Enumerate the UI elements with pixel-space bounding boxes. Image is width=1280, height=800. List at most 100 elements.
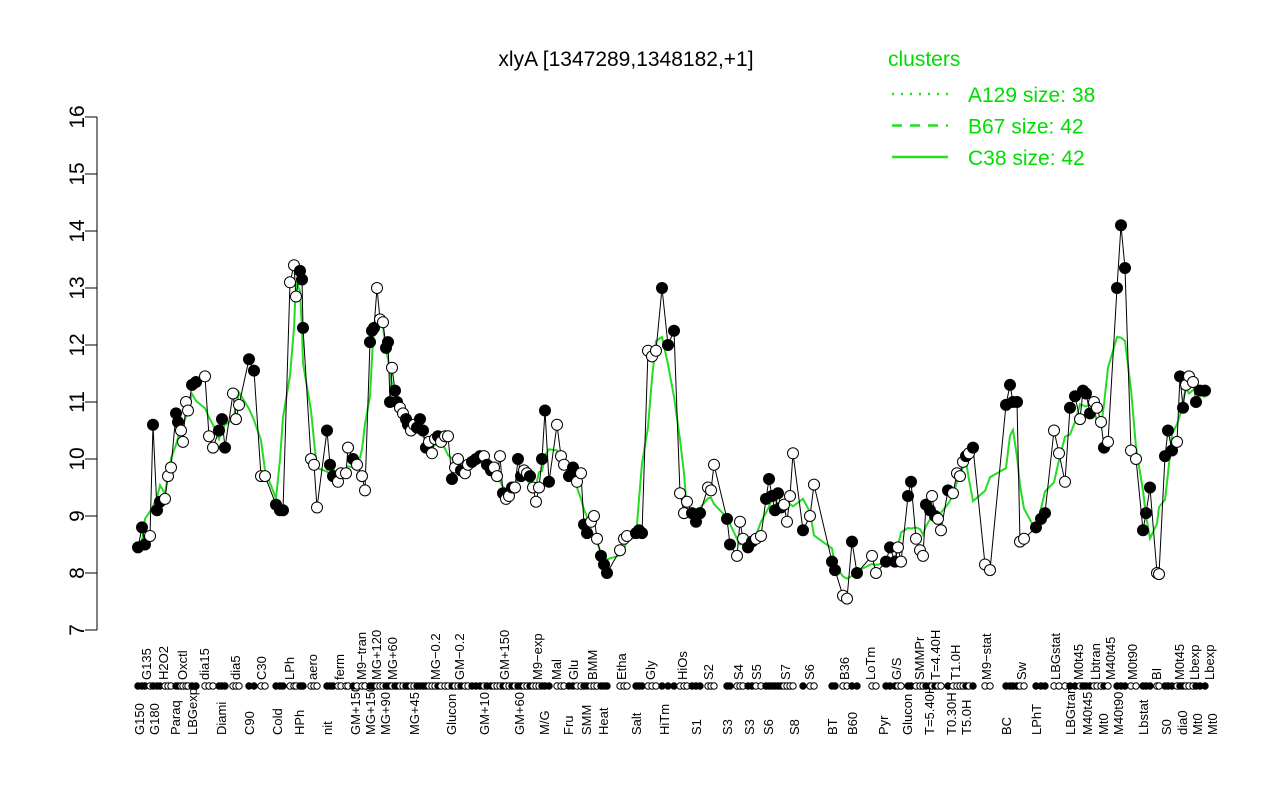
x-tick-label: GM−0.2 (452, 633, 467, 680)
data-point (895, 555, 907, 568)
y-tick-label: 11 (66, 391, 89, 413)
x-tick-label: GM+150 (348, 685, 363, 735)
rug-point (897, 682, 905, 690)
data-point (259, 470, 271, 483)
data-point (787, 447, 799, 460)
data-point (1091, 401, 1103, 414)
rug-point (209, 682, 217, 690)
data-point (1080, 387, 1092, 400)
data-point (1018, 532, 1030, 545)
data-point (1115, 219, 1127, 232)
data-point (1137, 524, 1149, 537)
x-tick-label: M9−stat (979, 633, 994, 680)
data-point (636, 527, 648, 540)
data-point (567, 461, 579, 474)
data-point (296, 273, 308, 286)
data-point (954, 470, 966, 483)
y-tick-label: 15 (66, 162, 89, 185)
data-point (377, 316, 389, 329)
data-point (248, 364, 260, 377)
data-point (1011, 396, 1023, 408)
rug-point (696, 682, 704, 690)
data-point (984, 564, 996, 577)
data-point (1059, 475, 1071, 488)
x-tick-label: T0.30H (944, 692, 959, 735)
data-point (650, 344, 662, 357)
data-point (797, 524, 809, 537)
data-point (1199, 384, 1211, 397)
data-point (808, 478, 820, 491)
rug-point (1020, 682, 1028, 690)
x-tick-label: aero (305, 654, 320, 680)
rug-point (1104, 682, 1112, 690)
x-tick-label: GM+10 (477, 692, 492, 735)
data-point (1102, 435, 1114, 448)
data-point (297, 321, 309, 334)
data-point (356, 470, 368, 483)
data-point (207, 441, 219, 454)
data-point (902, 490, 914, 503)
data-point (243, 353, 255, 366)
x-tick-label: M9−tran (354, 632, 369, 680)
data-point (452, 453, 464, 465)
data-point (1144, 481, 1156, 494)
data-point (1153, 568, 1165, 581)
x-tick-label: Glucon (444, 694, 459, 735)
x-tick-label: Glu (566, 660, 581, 680)
data-point (581, 527, 593, 540)
rug-point (969, 682, 977, 690)
x-tick-label: Glucon (900, 694, 915, 735)
x-tick-label: LPhT (1029, 704, 1044, 735)
x-tick-label: G150 (132, 703, 147, 735)
data-point (199, 370, 211, 383)
x-tick-label: Mt0 (1096, 713, 1111, 735)
x-tick-label: Paraq (168, 700, 183, 735)
y-tick-label: 14 (66, 219, 89, 243)
rug-point (664, 682, 672, 690)
data-point (1140, 507, 1152, 520)
data-point (935, 524, 947, 537)
data-point (446, 472, 458, 485)
data-point (382, 336, 394, 349)
x-tick-label: dia5 (228, 655, 243, 680)
x-tick-label: MG+90 (378, 692, 393, 735)
x-tick-label: M0t90 (1125, 644, 1140, 680)
x-tick-label: Lbexp (1202, 645, 1217, 680)
data-point (284, 276, 296, 289)
data-point (905, 475, 917, 488)
x-tick-label: M/G (537, 710, 552, 735)
x-tick-label: M0t45 (1172, 644, 1187, 680)
x-tick-label: dia15 (197, 648, 212, 680)
rug-point (1121, 682, 1129, 690)
rug-point (810, 682, 818, 690)
data-point (340, 467, 352, 480)
rug-point (235, 682, 243, 690)
y-tick-label: 10 (66, 447, 89, 470)
y-tick-label: 16 (66, 105, 89, 128)
data-point (290, 290, 302, 303)
data-point (414, 413, 426, 426)
x-tick-label: MG+45 (407, 692, 422, 735)
rug-point (670, 682, 678, 690)
x-tick-label: C90 (242, 711, 257, 735)
x-tick-label: G180 (147, 703, 162, 735)
data-point (159, 492, 171, 505)
x-tick-label: Cold (270, 708, 285, 735)
data-point (781, 515, 793, 528)
data-point (1177, 401, 1189, 414)
data-point (910, 532, 922, 545)
data-point (591, 532, 603, 545)
rug-point (192, 682, 200, 690)
data-point (841, 592, 853, 605)
data-point (1064, 401, 1076, 414)
x-tick-label: GM+60 (512, 692, 527, 735)
data-point (509, 481, 521, 494)
data-point (763, 472, 775, 485)
data-point (491, 470, 503, 483)
data-point (359, 484, 371, 497)
rug-point (299, 682, 307, 690)
x-tick-label: B36 (837, 657, 852, 680)
x-tick-label: SMMPr (912, 636, 927, 680)
data-point (213, 424, 225, 437)
rug-point (710, 682, 718, 690)
